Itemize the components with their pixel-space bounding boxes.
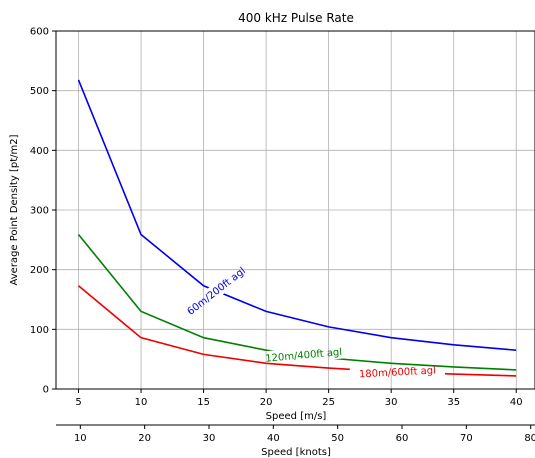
series-label: 180m/600ft agl xyxy=(359,365,436,380)
y-tick-label: 100 xyxy=(30,325,49,336)
y-axis-label: Average Point Density [pt/m2] xyxy=(9,134,20,285)
x-tick-label: 35 xyxy=(447,397,460,408)
series-lines: 60m/200ft agl 120m/400ft agl 180m/600ft ag… xyxy=(77,79,517,380)
grid xyxy=(56,30,535,390)
series-line xyxy=(77,79,517,351)
y-tick-label: 600 xyxy=(30,27,49,38)
x-tick-label: 20 xyxy=(260,397,273,408)
x-axis-label: Speed [m/s] xyxy=(266,411,327,422)
x2-tick-label: 10 xyxy=(74,433,87,444)
x2-tick-label: 40 xyxy=(267,433,280,444)
x2-tick-label: 20 xyxy=(138,433,151,444)
x-tick-label: 10 xyxy=(135,397,148,408)
x2-tick-label: 70 xyxy=(460,433,473,444)
y-tick-label: 500 xyxy=(30,86,49,97)
x-tick-label: 40 xyxy=(510,397,523,408)
series-label: 120m/400ft agl xyxy=(265,347,343,365)
x-tick-label: 25 xyxy=(322,397,335,408)
y-tick-label: 200 xyxy=(30,265,49,276)
series-label: 60m/200ft agl xyxy=(185,266,247,318)
x-tick-label: 30 xyxy=(385,397,398,408)
x2-tick-label: 30 xyxy=(203,433,216,444)
secondary-x-axis: 10 20 30 40 50 60 70 80 xyxy=(56,424,535,444)
x2-tick-label: 50 xyxy=(331,433,344,444)
y-tick-label: 300 xyxy=(30,206,49,217)
y-tick-label: 400 xyxy=(30,146,49,157)
x-tick-label: 15 xyxy=(197,397,210,408)
series-line xyxy=(77,285,517,377)
series-line xyxy=(77,233,517,371)
y-tick-label: 0 xyxy=(43,385,49,396)
x2-tick-label: 80 xyxy=(524,433,535,444)
x-tick-label: 5 xyxy=(75,397,81,408)
chart-title: 400 kHz Pulse Rate xyxy=(238,11,354,25)
x2-axis-label: Speed [knots] xyxy=(261,447,331,458)
x2-tick-label: 60 xyxy=(396,433,409,444)
